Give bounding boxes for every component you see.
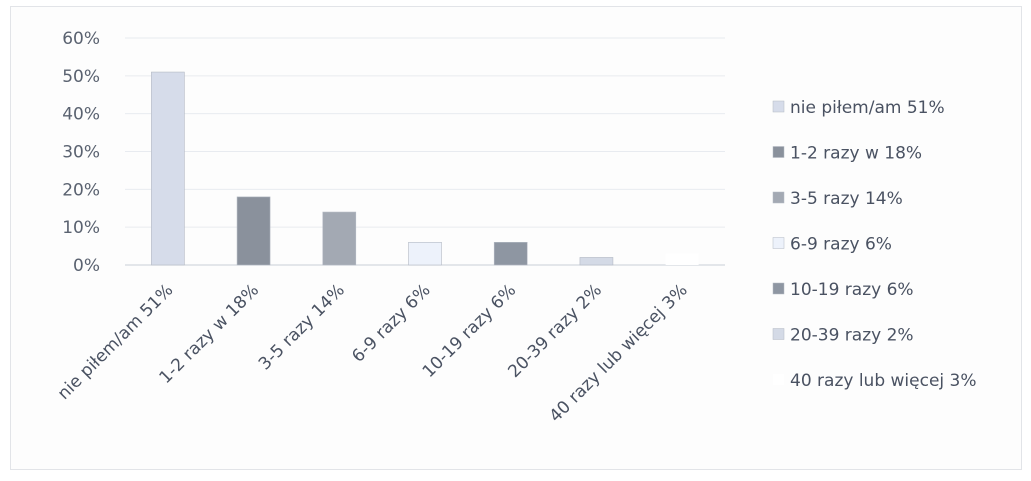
y-tick-label: 30%: [62, 143, 100, 163]
y-tick-label: 60%: [62, 29, 100, 49]
bar[interactable]: [579, 257, 614, 266]
legend-swatch: [772, 328, 785, 340]
y-tick-label: 40%: [62, 105, 100, 125]
legend-entry: 10-19 razy 6%: [790, 280, 914, 300]
bar[interactable]: [493, 242, 528, 266]
bar[interactable]: [151, 71, 185, 266]
legend-entry: 40 razy lub więcej 3%: [790, 371, 977, 391]
bar[interactable]: [322, 211, 357, 266]
bar[interactable]: [408, 242, 442, 266]
y-tick-label: 0%: [73, 256, 100, 276]
y-tick-label: 50%: [62, 67, 100, 87]
legend-entry: 3-5 razy 14%: [790, 189, 903, 209]
x-category-label: 3-5 razy 14%: [255, 280, 349, 374]
legend-entry: 20-39 razy 2%: [790, 326, 914, 346]
legend-entry: nie piłem/am 51%: [790, 98, 945, 118]
legend-swatch: [772, 146, 785, 158]
legend-swatch: [772, 282, 785, 295]
legend-entry: 6-9 razy 6%: [790, 235, 892, 255]
x-category-label: nie piłem/am 51%: [54, 280, 177, 403]
bar[interactable]: [236, 196, 271, 266]
legend-swatch: [772, 191, 785, 204]
y-tick-label: 20%: [62, 180, 100, 200]
x-category-label: 6-9 razy 6%: [348, 280, 434, 366]
legend-entry: 1-2 razy w 18%: [790, 144, 922, 164]
legend-swatch: [772, 237, 785, 249]
y-tick-label: 10%: [62, 218, 100, 238]
bar[interactable]: [665, 253, 699, 265]
legend-swatch: [772, 100, 785, 113]
x-category-label: 40 razy lub więcej 3%: [546, 280, 692, 426]
legend-swatch: [773, 374, 784, 385]
